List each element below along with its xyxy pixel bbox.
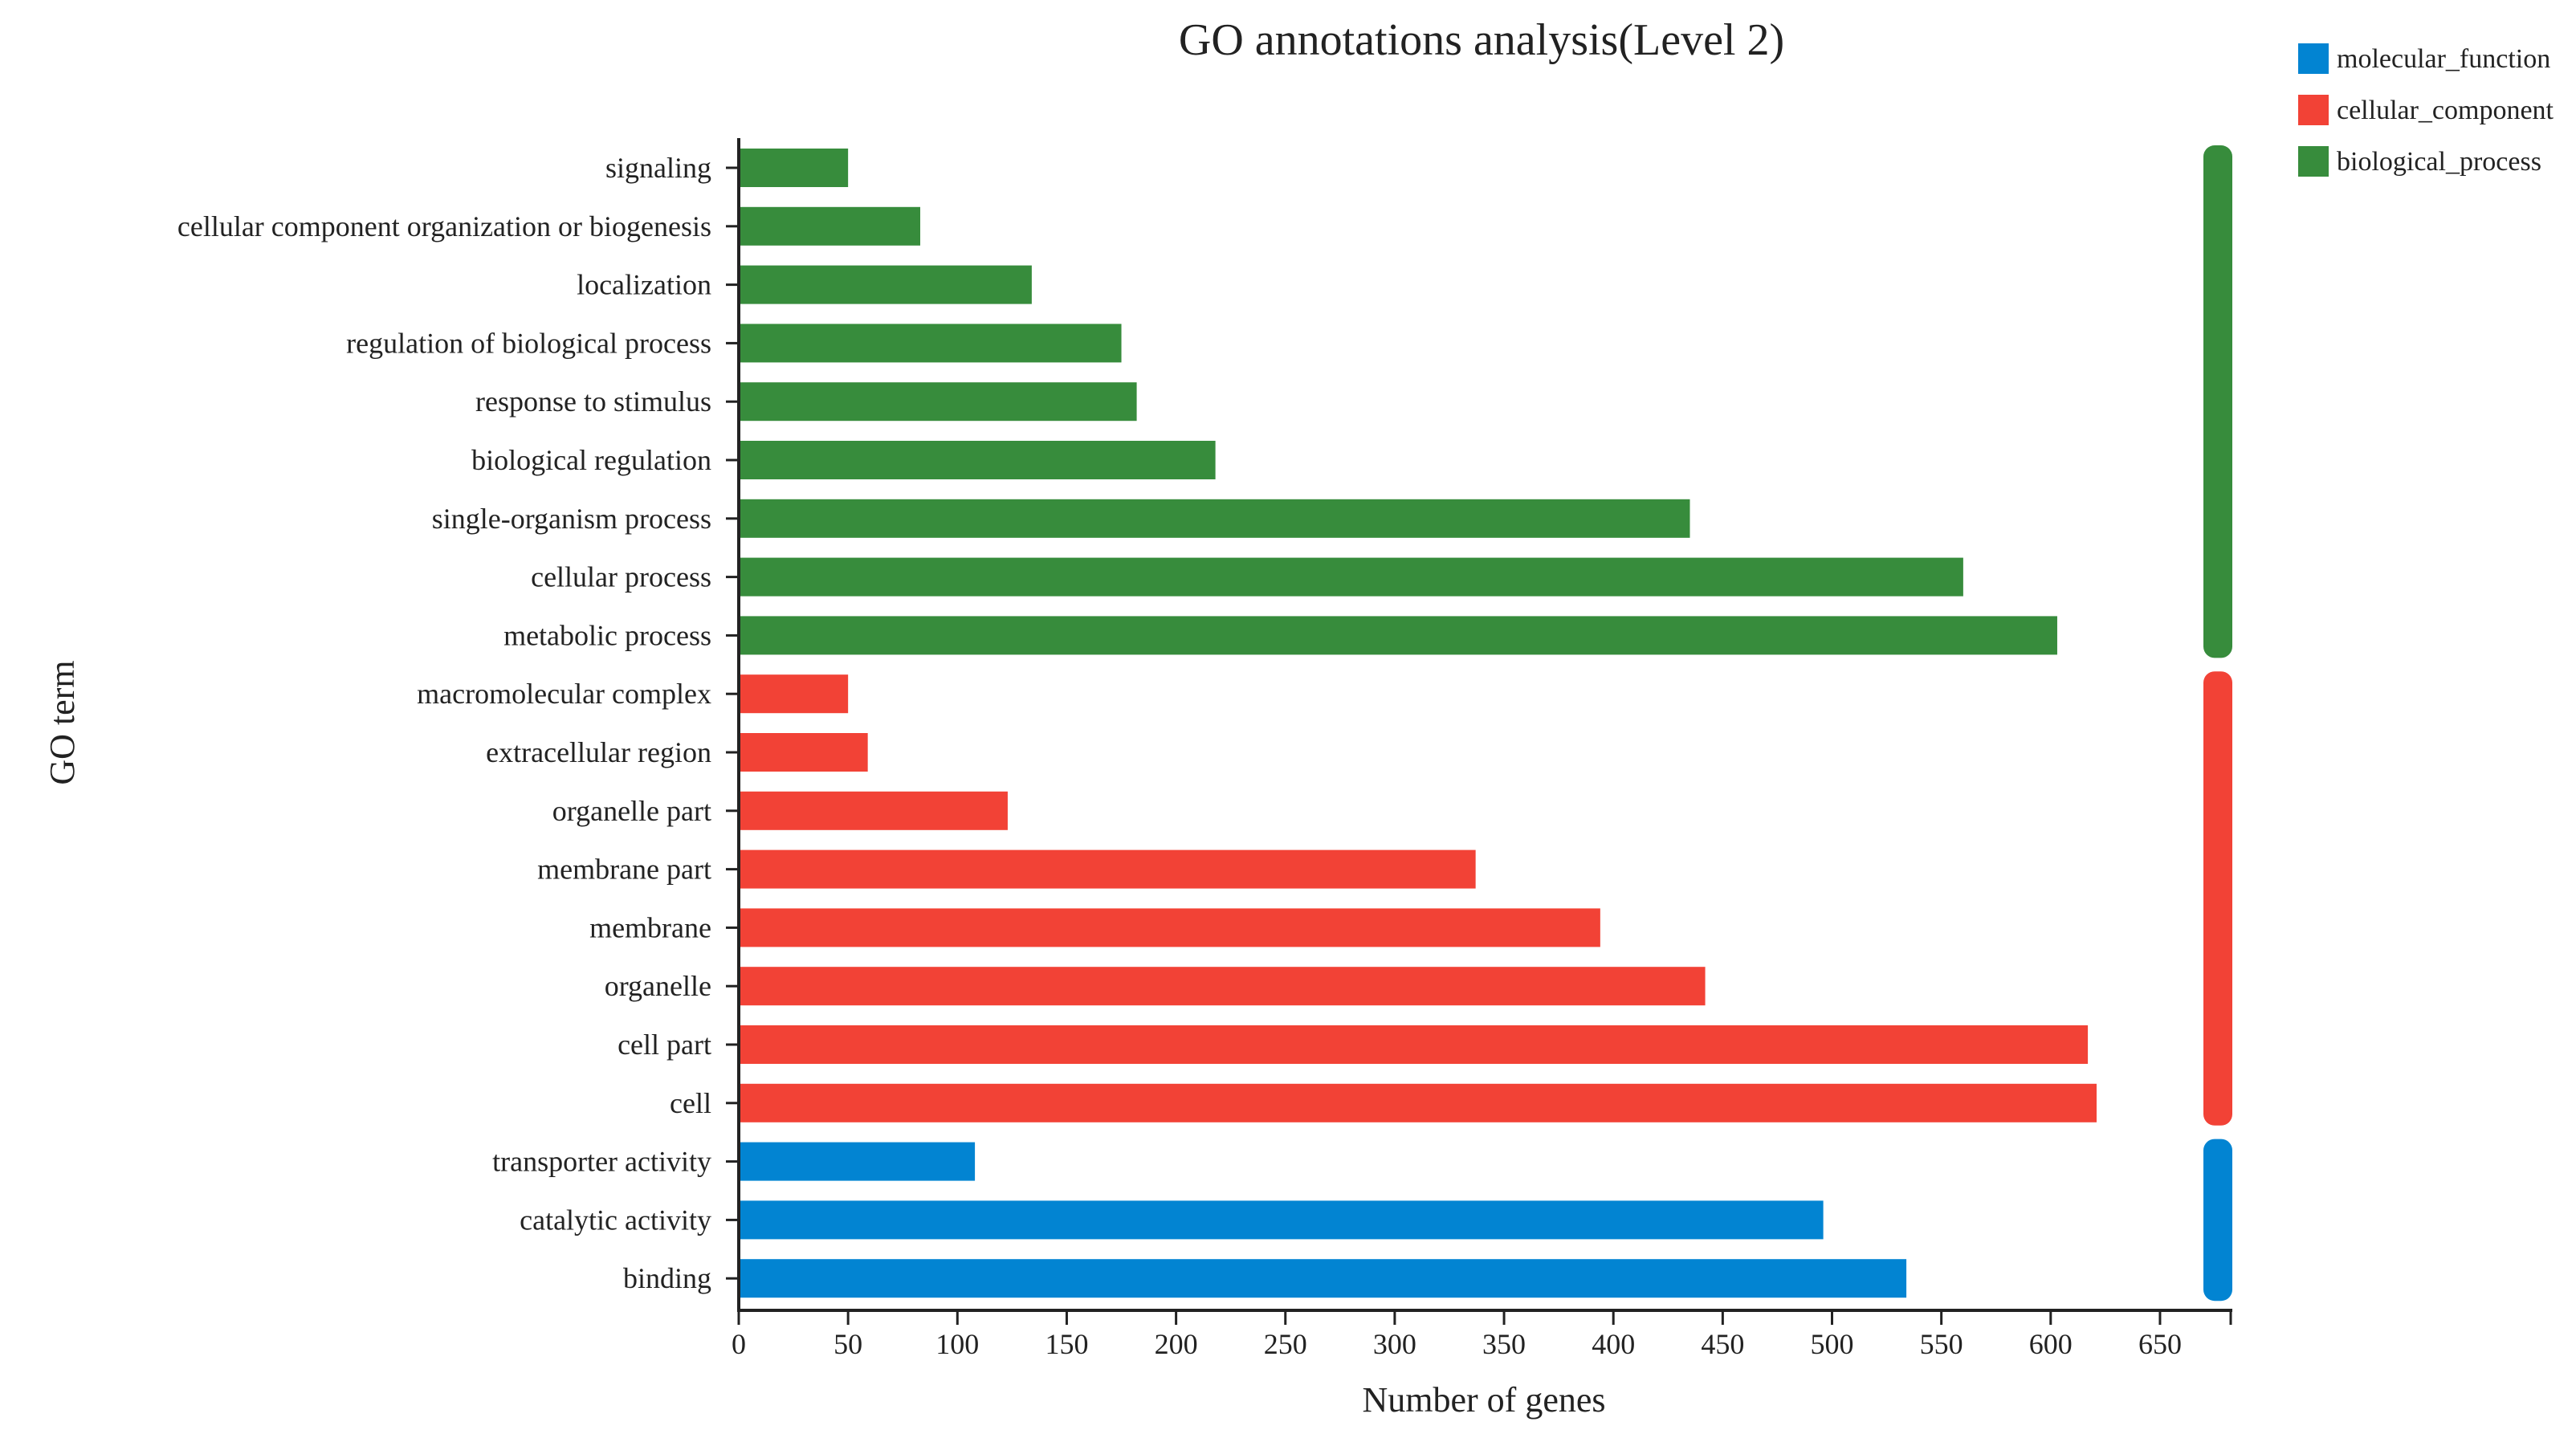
category-label: metabolic process bbox=[503, 619, 711, 651]
x-tick-label: 350 bbox=[1482, 1328, 1526, 1360]
x-tick-label: 550 bbox=[1920, 1328, 1963, 1360]
category-label: binding bbox=[623, 1262, 711, 1294]
group-indicator-biological-process bbox=[2203, 145, 2232, 658]
plot-area: signaling cellular component organization… bbox=[177, 138, 2232, 1360]
bar bbox=[740, 1259, 1907, 1298]
category-label: localization bbox=[577, 269, 711, 301]
x-tick-label: 150 bbox=[1045, 1328, 1088, 1360]
x-tick-label: 450 bbox=[1701, 1328, 1744, 1360]
x-tick-label: 500 bbox=[1811, 1328, 1854, 1360]
bar bbox=[740, 1083, 2097, 1122]
legend-swatch bbox=[2298, 146, 2329, 177]
bar bbox=[740, 149, 849, 187]
bar bbox=[740, 324, 1122, 363]
category-label: regulation of biological process bbox=[346, 327, 711, 359]
x-tick-label: 100 bbox=[935, 1328, 979, 1360]
bar bbox=[740, 499, 1690, 538]
category-label: membrane bbox=[589, 911, 711, 943]
category-label: cell bbox=[670, 1087, 711, 1119]
bar bbox=[740, 791, 1008, 830]
x-axis-label: Number of genes bbox=[1362, 1380, 1605, 1420]
bar bbox=[740, 616, 2057, 655]
legend-swatch bbox=[2298, 95, 2329, 125]
category-label: cellular process bbox=[531, 561, 711, 593]
category-label: extracellular region bbox=[486, 736, 711, 768]
category-label: cell part bbox=[618, 1029, 711, 1061]
bar bbox=[740, 849, 1476, 889]
group-indicator-cellular-component bbox=[2203, 671, 2232, 1126]
category-label: macromolecular complex bbox=[417, 678, 711, 710]
y-axis-label: GO term bbox=[43, 660, 82, 784]
category-label: membrane part bbox=[537, 853, 711, 886]
category-label: biological regulation bbox=[471, 444, 711, 476]
group-indicators bbox=[2203, 145, 2232, 1302]
legend-label: molecular_function bbox=[2337, 44, 2550, 74]
bar bbox=[740, 674, 849, 714]
category-label: response to stimulus bbox=[475, 385, 711, 418]
bar bbox=[740, 967, 1706, 1006]
bars bbox=[740, 149, 2097, 1298]
x-tick-label: 650 bbox=[2138, 1328, 2182, 1360]
bar bbox=[740, 441, 1216, 479]
x-tick-label: 0 bbox=[732, 1328, 746, 1360]
category-label: organelle part bbox=[552, 795, 711, 827]
legend-label: cellular_component bbox=[2337, 96, 2554, 125]
bar bbox=[740, 1200, 1824, 1240]
category-label: signaling bbox=[605, 152, 711, 184]
x-tick-label: 200 bbox=[1155, 1328, 1198, 1360]
x-tick-label: 300 bbox=[1373, 1328, 1416, 1360]
category-label: organelle bbox=[605, 970, 711, 1002]
bar bbox=[740, 733, 868, 772]
bar bbox=[740, 557, 1963, 597]
bar bbox=[740, 206, 921, 246]
bar bbox=[740, 908, 1600, 947]
x-tick-label: 400 bbox=[1592, 1328, 1635, 1360]
x-tick-label: 50 bbox=[834, 1328, 862, 1360]
bar bbox=[740, 382, 1137, 422]
category-label: cellular component organization or bioge… bbox=[177, 210, 711, 242]
category-labels: signaling cellular component organization… bbox=[177, 152, 739, 1294]
legend: molecular_function cellular_componentbiol… bbox=[2298, 43, 2554, 177]
x-axis-ticks: 0 50 100 150 200 250 300 350 400 450 500 550 600 650 bbox=[732, 1310, 2182, 1360]
bar bbox=[740, 1142, 976, 1181]
legend-swatch bbox=[2298, 43, 2329, 74]
category-label: single-organism process bbox=[432, 503, 711, 535]
chart-title: GO annotations analysis(Level 2) bbox=[1179, 15, 1784, 65]
x-tick-label: 250 bbox=[1264, 1328, 1307, 1360]
group-indicator-molecular-function bbox=[2203, 1139, 2232, 1302]
category-label: transporter activity bbox=[492, 1146, 711, 1178]
x-tick-label: 600 bbox=[2029, 1328, 2073, 1360]
legend-label: biological_process bbox=[2337, 147, 2541, 177]
category-label: catalytic activity bbox=[520, 1204, 711, 1236]
bar bbox=[740, 1025, 2089, 1064]
bar bbox=[740, 265, 1032, 304]
